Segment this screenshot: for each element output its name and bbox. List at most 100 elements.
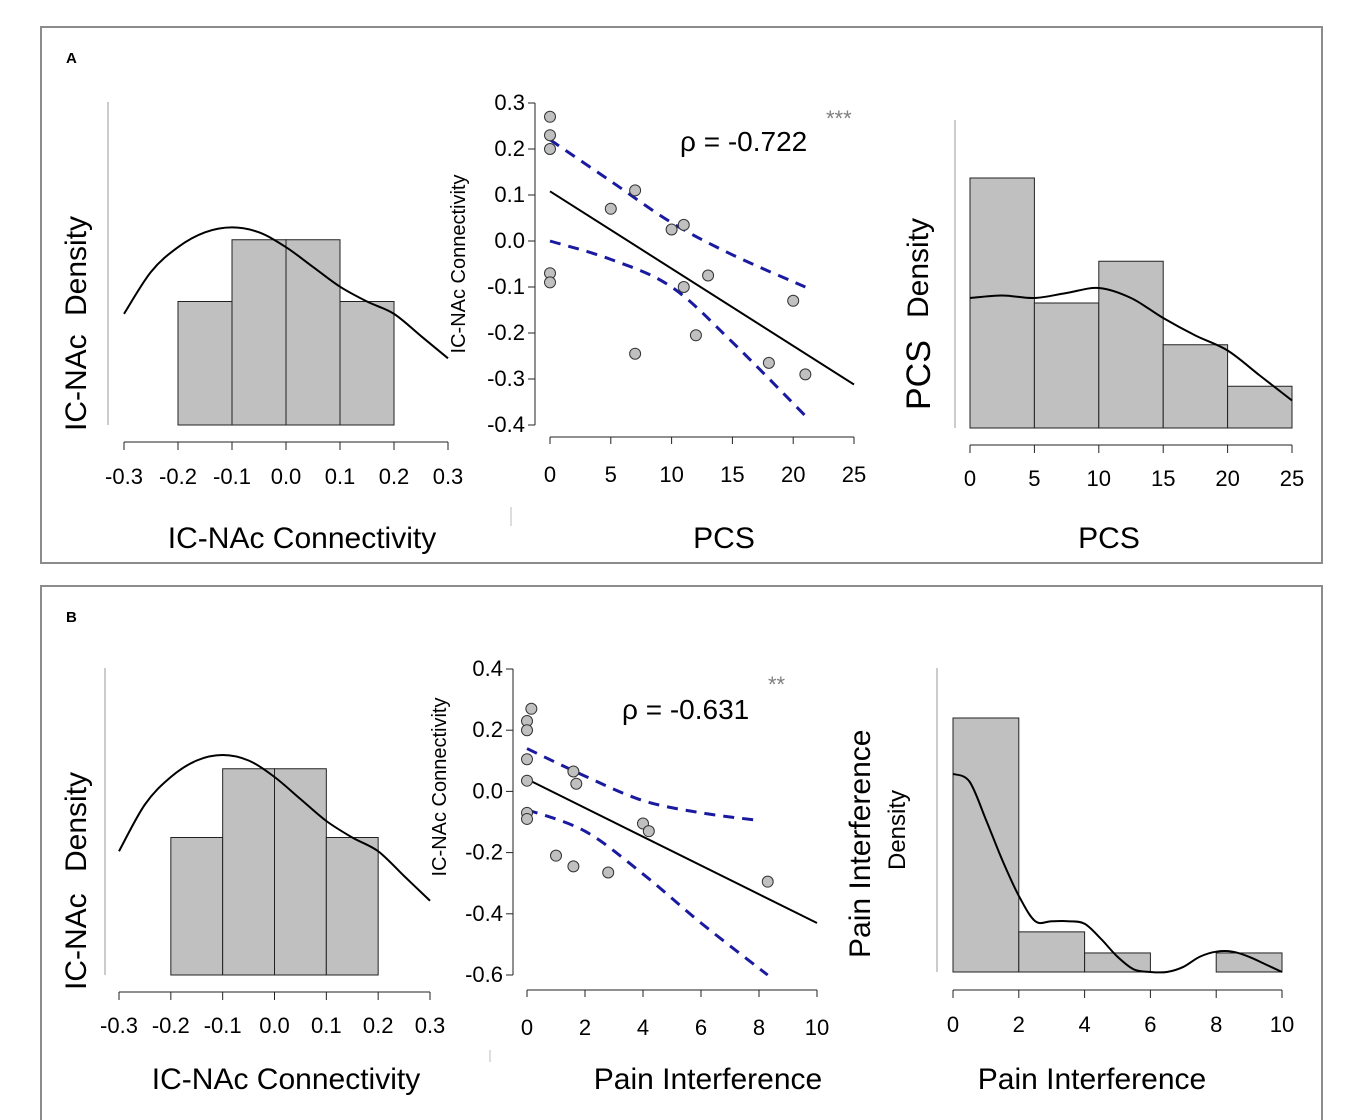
chart-2-point	[665, 223, 678, 236]
panel-b-rho-annotation: ρ = -0.631	[622, 694, 749, 725]
chart-6-x-tick-label: 8	[1210, 1012, 1222, 1037]
chart-4-density-curve	[118, 753, 431, 902]
chart-3-density-curve	[969, 286, 1293, 402]
chart-5-x-tick-label: 4	[637, 1015, 649, 1040]
chart-5-y-tick-label: 0.4	[472, 656, 503, 681]
chart-5-point	[550, 849, 562, 862]
chart-2-y-tick-label: -0.4	[487, 412, 525, 437]
panel-a-left-xlabel: IC-NAc Connectivity	[168, 522, 436, 555]
chart-3-x-tick-label: 5	[1028, 466, 1040, 491]
chart-1-x-tick-label: 0.3	[433, 464, 464, 489]
chart-5-point	[567, 765, 580, 778]
chart-2-ci-lower-band	[549, 239, 807, 417]
chart-2-point	[787, 294, 800, 307]
chart-2-point	[799, 368, 812, 381]
chart-2-point	[629, 184, 642, 197]
panel-a-scatter-ylabel: IC-NAc Connectivity	[448, 175, 470, 354]
chart-2-x-tick-label: 20	[781, 462, 805, 487]
panel-b-scatter-xlabel: Pain Interference	[594, 1063, 822, 1096]
chart-2-point	[544, 110, 556, 123]
chart-6-bar	[1018, 931, 1086, 973]
chart-4-x-tick-label: -0.1	[204, 1013, 242, 1038]
chart-5-point	[521, 724, 533, 737]
chart-5-ci-lower-band	[526, 808, 769, 977]
chart-6-x-tick-label: 2	[1013, 1012, 1025, 1037]
panel-b-right-ylabel-2: Density	[884, 790, 911, 870]
chart-2-fit-line	[549, 190, 855, 386]
chart-2-y-tick-label: -0.3	[487, 366, 525, 391]
panel-b-scatter-ylabel: IC-NAc Connectivity	[429, 698, 451, 877]
panel-a-left-ylabel-2: Density	[60, 216, 93, 316]
chart-5-y-tick-label: -0.2	[465, 840, 503, 865]
chart-2-y-tick-label: 0.0	[494, 228, 525, 253]
chart-6-density-curve	[952, 772, 1283, 974]
chart-5-fit-line	[526, 778, 818, 924]
chart-6-x-tick-label: 4	[1078, 1012, 1090, 1037]
chart-3-bar	[1162, 344, 1229, 429]
chart-2-y-tick-label: -0.2	[487, 320, 525, 345]
chart-3-x-tick-label: 15	[1151, 466, 1175, 491]
chart-3-x-tick-label: 10	[1087, 466, 1111, 491]
chart-4-x-tick-label: -0.3	[100, 1013, 138, 1038]
chart-1-density-curve	[123, 226, 449, 360]
chart-1-x-tick-label: -0.1	[213, 464, 251, 489]
panel-b-left-xlabel: IC-NAc Connectivity	[152, 1063, 420, 1096]
chart-1-bar	[285, 239, 341, 426]
chart-4-x-tick-label: 0.2	[363, 1013, 394, 1038]
chart-5-x-tick-label: 8	[753, 1015, 765, 1040]
panel-a-right-ylabel-1: PCS	[900, 340, 938, 410]
chart-2-x-tick-label: 25	[842, 462, 866, 487]
chart-2-point	[677, 281, 690, 293]
chart-5-point	[570, 777, 583, 790]
panel-b-right-ylabel-1: Pain Interference	[844, 730, 877, 958]
panel-b-significance-stars: **	[768, 672, 786, 697]
chart-1-bar	[177, 301, 233, 426]
chart-1-x-tick-label: 0.1	[325, 464, 356, 489]
chart-5-x-tick-label: 2	[579, 1015, 591, 1040]
chart-6-x-tick-label: 10	[1270, 1012, 1294, 1037]
chart-2-point	[604, 202, 617, 215]
chart-5-point	[521, 753, 533, 766]
panel-a-rho-annotation: ρ = -0.722	[680, 126, 807, 157]
chart-2-x-tick-label: 5	[605, 462, 617, 487]
chart-2-point	[544, 143, 556, 155]
chart-4-x-tick-label: 0.3	[415, 1013, 446, 1038]
panel-a-scatter-xlabel: PCS	[693, 522, 755, 555]
chart-1-bar	[231, 239, 287, 426]
chart-5-point	[525, 702, 538, 715]
chart-5-point	[521, 812, 533, 825]
chart-3-bar	[1098, 260, 1164, 429]
panel-a-significance-stars: ***	[826, 106, 852, 131]
chart-2-point	[544, 276, 556, 289]
chart-1-bar	[339, 301, 395, 426]
chart-2-y-tick-label: 0.3	[494, 90, 525, 115]
chart-2-point	[544, 129, 556, 142]
chart-1-x-tick-label: -0.2	[159, 464, 197, 489]
chart-3-x-tick-label: 25	[1280, 466, 1304, 491]
chart-5-point	[642, 825, 655, 838]
chart-2-y-tick-label: -0.1	[487, 274, 525, 299]
chart-2-ci-upper-band	[549, 138, 806, 289]
chart-2-x-tick-label: 10	[659, 462, 683, 487]
chart-3-bar	[1033, 302, 1100, 429]
chart-4-bar	[274, 768, 327, 976]
chart-2-point	[677, 218, 690, 231]
chart-marks: -0.3 -0.2 -0.1 0.0 0.1 0.2 0.3 -0.4 -0.3 -0.2 -0.1…	[100, 90, 1304, 1040]
chart-6-x-tick-label: 0	[947, 1012, 959, 1037]
chart-5-point	[761, 875, 774, 888]
chart-5-point	[521, 774, 533, 787]
chart-6-bar	[1215, 952, 1283, 973]
panel-b-left-ylabel-1: IC-NAc	[60, 893, 93, 990]
chart-6-x-tick-label: 6	[1144, 1012, 1156, 1037]
chart-5-point	[602, 866, 615, 879]
chart-5-y-tick-label: 0.0	[472, 778, 503, 803]
chart-5-point	[567, 860, 580, 873]
panel-b-right-xlabel: Pain Interference	[978, 1063, 1206, 1096]
panel-a-label: A	[66, 50, 77, 67]
panel-a-right-xlabel: PCS	[1078, 522, 1140, 555]
chart-5-ci-upper-band	[526, 747, 760, 822]
panel-b-left-ylabel-2: Density	[60, 772, 93, 872]
panel-a-right-ylabel-2: Density	[902, 218, 935, 318]
chart-6-bar	[952, 717, 1020, 973]
